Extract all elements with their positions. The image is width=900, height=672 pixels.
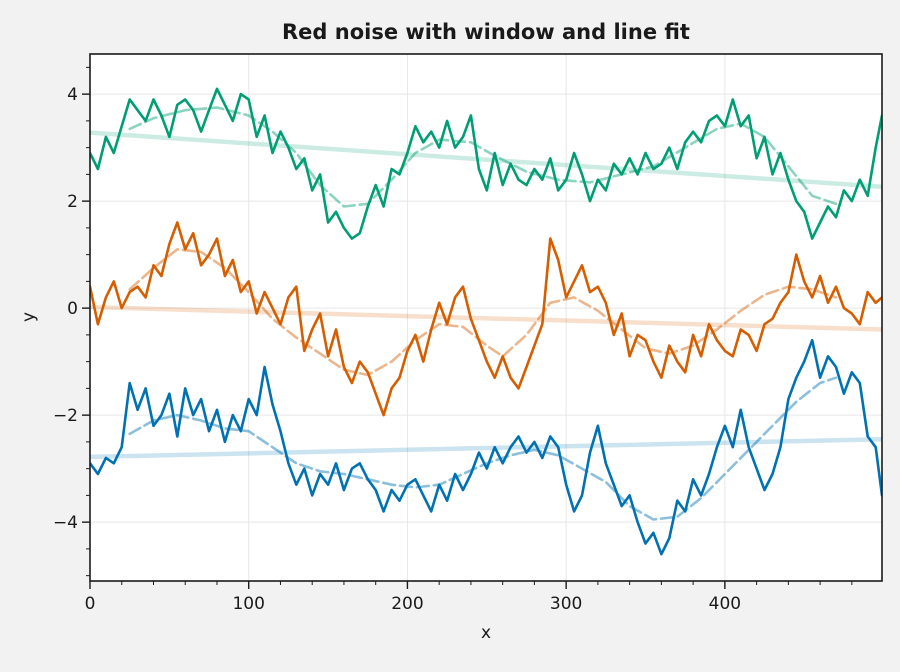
y-tick-label-4: 4 — [67, 85, 78, 105]
y-tick-label-0: −4 — [53, 513, 78, 533]
y-tick-label-2: 0 — [67, 299, 78, 319]
series-line-5-fit — [90, 304, 882, 332]
series-line-4-window — [128, 248, 838, 377]
series-line-3-noise — [90, 221, 882, 417]
plot-frame — [89, 53, 883, 582]
y-tick-label-3: 2 — [67, 192, 78, 212]
x-tick-label-1: 100 — [232, 594, 264, 614]
series-line-8-fit — [90, 436, 882, 460]
x-tick-label-3: 300 — [550, 594, 582, 614]
y-tick-label-1: −2 — [53, 406, 78, 426]
series-line-7-window — [128, 376, 838, 521]
x-axis-label: x — [481, 623, 491, 643]
plot-area — [90, 54, 882, 581]
x-tick-label-0: 0 — [85, 594, 96, 614]
series-line-2-fit — [90, 130, 882, 189]
y-axis-label: y — [19, 312, 39, 322]
axis-ticks: 0 100 200 300 400 −4 −2 0 2 4 — [53, 66, 853, 614]
series-line-6-noise — [90, 338, 882, 556]
x-tick-label-4: 400 — [709, 594, 741, 614]
x-tick-label-2: 200 — [391, 594, 423, 614]
grid-lines — [89, 54, 882, 581]
series-layer — [90, 87, 882, 556]
series-line-1-window — [128, 106, 838, 208]
chart-title: Red noise with window and line fit — [282, 20, 690, 44]
series-line-0-noise — [90, 87, 882, 240]
